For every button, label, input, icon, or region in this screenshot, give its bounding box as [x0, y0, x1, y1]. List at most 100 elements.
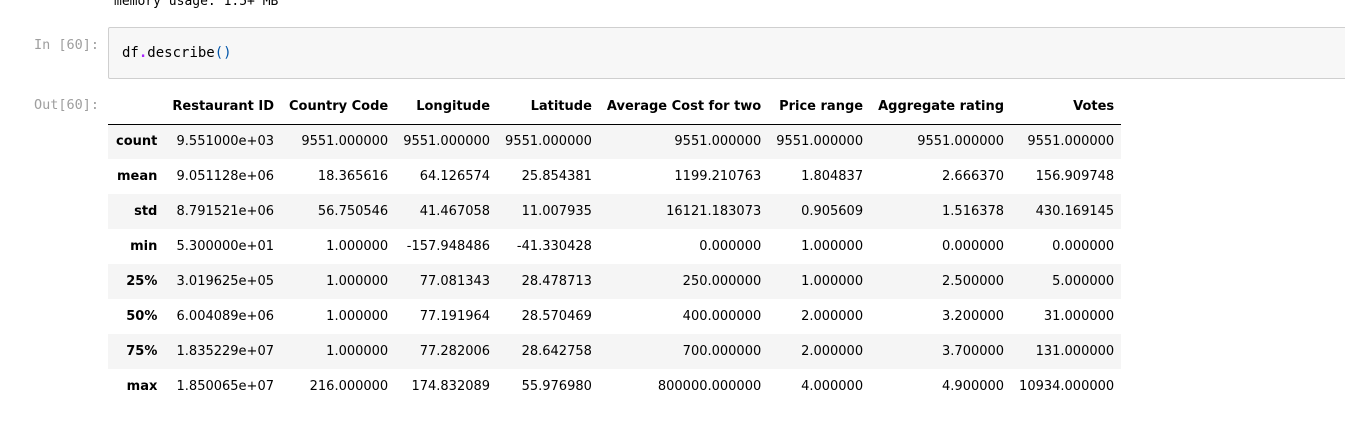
table-cell: 9551.000000	[301, 134, 389, 150]
table-row: max 1.850065e+07 216.000000 174.832089 5…	[108, 369, 1122, 404]
row-label: max	[126, 379, 158, 394]
row-label: count	[116, 134, 158, 150]
table-cell: 4.900000	[942, 379, 1005, 394]
describe-output-table: Restaurant ID Country Code Longitude Lat…	[108, 89, 1122, 404]
table-cell: 216.000000	[309, 379, 389, 394]
row-label: std	[134, 204, 158, 219]
table-cell: 156.909748	[1035, 169, 1115, 184]
table-cell: 18.365616	[317, 169, 389, 184]
output-prompt: Out[60]:	[33, 97, 99, 113]
table-cell: 3.019625e+05	[176, 274, 274, 289]
table-cell: 2.666370	[942, 169, 1005, 184]
table-cell: 430.169145	[1035, 204, 1115, 219]
table-cell: 0.000000	[1052, 239, 1115, 254]
table-cell: 0.000000	[699, 239, 762, 254]
table-cell: 2.000000	[801, 309, 864, 324]
table-cell: 2.500000	[942, 274, 1005, 289]
table-cell: 1.850065e+07	[176, 379, 274, 394]
table-row: min 5.300000e+01 1.000000 -157.948486 -4…	[108, 229, 1122, 264]
table-row: std 8.791521e+06 56.750546 41.467058 11.…	[108, 194, 1122, 229]
table-cell: -41.330428	[516, 239, 592, 254]
table-cell: 4.000000	[801, 379, 864, 394]
table-cell: 10934.000000	[1019, 379, 1115, 394]
table-cell: 16121.183073	[666, 204, 762, 219]
table-cell: 31.000000	[1043, 309, 1115, 324]
table-cell: 700.000000	[682, 344, 762, 359]
table-cell: 0.000000	[942, 239, 1005, 254]
table-cell: 131.000000	[1035, 344, 1115, 359]
table-row: 75% 1.835229e+07 1.000000 77.282006 28.6…	[108, 334, 1122, 369]
table-cell: 1.000000	[326, 344, 389, 359]
table-cell: 250.000000	[682, 274, 762, 289]
table-cell: 9.551000e+03	[176, 134, 274, 150]
table-cell: 9551.000000	[505, 134, 592, 150]
table-row: count 9.551000e+03 9551.000000 9551.0000…	[108, 124, 1122, 159]
table-cell: 28.570469	[521, 309, 592, 324]
index-header-cell	[108, 89, 165, 125]
column-header: Aggregate rating	[870, 89, 1012, 125]
table-cell: 9551.000000	[917, 134, 1005, 150]
table-cell: 1.000000	[801, 239, 864, 254]
previous-output-text: memory usage: 1.5+ MB	[114, 0, 279, 9]
table-cell: 6.004089e+06	[176, 309, 274, 324]
table-cell: 1.000000	[326, 309, 389, 324]
column-header: Price range	[768, 89, 871, 125]
column-header: Average Cost for two	[598, 89, 769, 125]
table-cell: 41.467058	[419, 204, 491, 219]
table-cell: 55.976980	[521, 379, 592, 394]
table-cell: 3.700000	[942, 344, 1005, 359]
code-dot-operator: .	[138, 45, 148, 61]
table-cell: 1.000000	[326, 274, 389, 289]
code-method: describe	[147, 45, 215, 61]
row-label: mean	[116, 169, 158, 184]
table-cell: 9551.000000	[776, 134, 864, 150]
table-cell: 5.300000e+01	[176, 239, 274, 254]
table-cell: 9551.000000	[403, 134, 491, 150]
table-cell: 1.000000	[801, 274, 864, 289]
table-cell: 25.854381	[521, 169, 592, 184]
table-cell: 1.000000	[326, 239, 389, 254]
input-prompt: In [60]:	[33, 37, 99, 53]
table-cell: 9.051128e+06	[176, 169, 274, 184]
table-cell: 9551.000000	[674, 134, 762, 150]
code-line: df.describe()	[122, 45, 232, 61]
table-cell: 1.516378	[942, 204, 1005, 219]
row-label: min	[130, 239, 158, 254]
table-cell: 28.478713	[521, 274, 592, 289]
table-cell: 400.000000	[682, 309, 762, 324]
table-cell: 11.007935	[521, 204, 592, 219]
code-parens: ()	[214, 45, 232, 61]
table-cell: 64.126574	[419, 169, 491, 184]
table-cell: 77.191964	[419, 309, 491, 324]
row-label: 50%	[126, 309, 158, 324]
column-header: Latitude	[497, 89, 599, 125]
table-cell: 1.835229e+07	[176, 344, 274, 359]
table-cell: 1199.210763	[674, 169, 762, 184]
row-label: 25%	[126, 274, 158, 289]
table-cell: 28.642758	[521, 344, 592, 359]
table-cell: 77.081343	[419, 274, 491, 289]
table-row: 50% 6.004089e+06 1.000000 77.191964 28.5…	[108, 299, 1122, 334]
table-cell: 56.750546	[317, 204, 389, 219]
table-cell: 9551.000000	[1027, 134, 1115, 150]
column-header: Votes	[1011, 89, 1122, 125]
column-header: Restaurant ID	[164, 89, 281, 125]
table-cell: 1.804837	[801, 169, 864, 184]
column-header: Longitude	[395, 89, 498, 125]
code-cell-editor[interactable]: df.describe()	[108, 27, 1345, 79]
table-cell: 174.832089	[411, 379, 491, 394]
table-cell: 5.000000	[1052, 274, 1115, 289]
table-header-row: Restaurant ID Country Code Longitude Lat…	[108, 89, 1122, 125]
row-label: 75%	[126, 344, 158, 359]
code-object: df	[122, 45, 139, 61]
table-cell: 800000.000000	[657, 379, 762, 394]
table-row: mean 9.051128e+06 18.365616 64.126574 25…	[108, 159, 1122, 194]
table-cell: 2.000000	[801, 344, 864, 359]
table-cell: 0.905609	[801, 204, 864, 219]
column-header: Country Code	[281, 89, 396, 125]
table-cell: 77.282006	[419, 344, 491, 359]
table-row: 25% 3.019625e+05 1.000000 77.081343 28.4…	[108, 264, 1122, 299]
table-cell: 8.791521e+06	[176, 204, 274, 219]
table-cell: -157.948486	[406, 239, 491, 254]
table-cell: 3.200000	[942, 309, 1005, 324]
